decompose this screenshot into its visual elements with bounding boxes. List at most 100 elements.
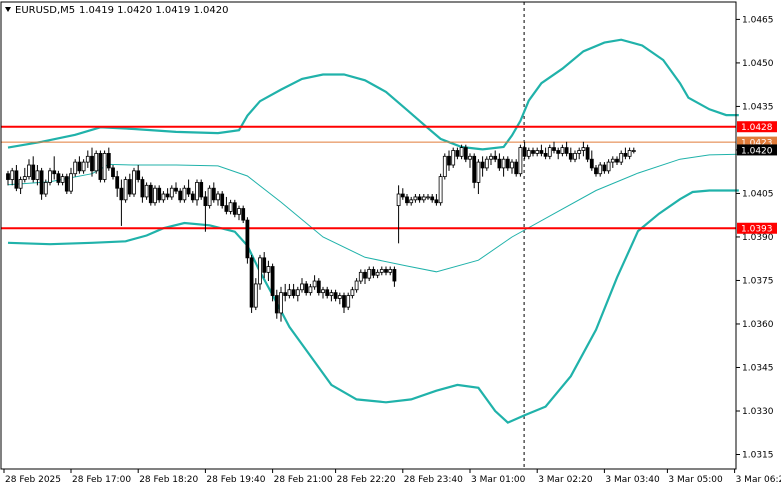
candle: [195, 179, 199, 206]
candle: [522, 141, 527, 160]
candle-body: [165, 193, 170, 198]
candle: [459, 144, 464, 160]
candle-body: [325, 289, 330, 296]
candle: [405, 194, 409, 206]
candle-body: [220, 193, 225, 207]
candle: [94, 150, 99, 174]
candle: [451, 147, 456, 168]
candle-body: [539, 150, 544, 154]
candle-body: [367, 269, 372, 279]
candle: [442, 153, 447, 180]
candle: [438, 173, 443, 206]
candle: [169, 185, 174, 200]
candle: [220, 191, 225, 209]
candle-body: [358, 271, 363, 282]
candle-body: [157, 187, 162, 201]
candle: [598, 162, 603, 177]
candle: [249, 254, 254, 313]
candle: [476, 159, 481, 195]
candle-body: [31, 164, 36, 180]
candle-body: [140, 179, 145, 198]
y-tick-label: 1.0435: [742, 102, 774, 112]
candle: [224, 196, 229, 215]
candle-body: [531, 150, 535, 154]
candle-body: [631, 150, 636, 152]
candle-body: [556, 150, 561, 154]
x-tick-label: 3 Mar 05:00: [668, 475, 723, 485]
candle-body: [127, 179, 132, 195]
candle-body: [228, 202, 233, 212]
candle-body: [472, 155, 477, 183]
candle-body: [400, 193, 405, 198]
candle-body: [568, 153, 573, 160]
candle: [463, 144, 468, 163]
candle-body: [518, 147, 523, 175]
candle: [186, 179, 191, 197]
candle: [539, 144, 544, 157]
candle-body: [581, 147, 586, 151]
candle: [577, 147, 582, 160]
candle-body: [39, 170, 44, 195]
candle: [69, 167, 73, 195]
candle-body: [90, 155, 94, 172]
candle: [140, 176, 145, 203]
candle-body: [148, 184, 153, 204]
candle: [501, 156, 506, 177]
candle: [329, 289, 334, 302]
x-tick-label: 28 Feb 21:00: [274, 475, 333, 485]
candle-body: [610, 158, 615, 163]
x-tick-label: 28 Feb 19:40: [206, 475, 265, 485]
candle: [148, 182, 153, 206]
candle: [300, 278, 304, 293]
candle-body: [497, 158, 502, 169]
candle-body: [480, 161, 485, 169]
candle: [90, 147, 94, 177]
y-tick-label: 1.0315: [742, 450, 774, 460]
candle: [10, 167, 15, 186]
candle-body: [333, 292, 338, 299]
candle: [350, 286, 355, 299]
candle: [568, 147, 573, 163]
candle-body: [346, 295, 351, 308]
candle: [165, 188, 170, 200]
candle: [35, 165, 40, 186]
candle-body: [602, 164, 607, 172]
candle-body: [484, 158, 489, 169]
candle-body: [606, 161, 611, 172]
candle: [241, 205, 246, 224]
candle: [199, 179, 204, 200]
candle-body: [258, 257, 262, 285]
candle: [627, 147, 632, 160]
candle-body: [291, 289, 296, 296]
candle: [417, 194, 422, 203]
candle: [510, 159, 514, 174]
candle-body: [153, 187, 157, 204]
candle-body: [522, 147, 527, 157]
candle: [102, 150, 107, 183]
x-tick-label: 3 Mar 02:20: [538, 475, 593, 485]
y-tick-label: 1.0450: [742, 59, 774, 69]
candle: [556, 147, 561, 160]
x-tick-label: 28 Feb 17:00: [72, 475, 131, 485]
candle: [279, 286, 283, 322]
candle-body: [111, 167, 115, 178]
collapse-triangle-icon[interactable]: [5, 7, 11, 12]
candle-body: [463, 147, 468, 160]
candle: [484, 156, 489, 171]
candle: [316, 278, 321, 296]
candle: [274, 289, 279, 319]
candle-body: [350, 289, 355, 296]
candle: [253, 278, 258, 311]
candle: [472, 153, 477, 189]
candle: [245, 217, 250, 264]
candle: [119, 179, 124, 226]
candle: [400, 188, 405, 200]
candle-body: [447, 155, 451, 166]
candle-body: [56, 173, 61, 183]
candle-body: [98, 153, 103, 180]
x-tick-label: 28 Feb 22:20: [337, 475, 396, 485]
